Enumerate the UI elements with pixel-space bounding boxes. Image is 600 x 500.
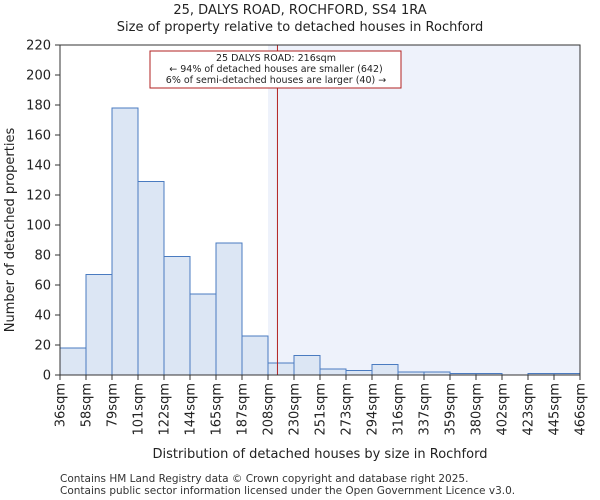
x-tick-label: 402sqm bbox=[496, 383, 511, 436]
x-tick-label: 187sqm bbox=[236, 383, 251, 436]
annotation-line3: 6% of semi-detached houses are larger (4… bbox=[166, 75, 386, 86]
x-tick-label: 359sqm bbox=[444, 383, 459, 436]
x-tick-label: 144sqm bbox=[184, 383, 199, 436]
y-tick-label: 200 bbox=[26, 69, 51, 84]
bar-251sqm bbox=[319, 368, 347, 376]
annotation-line2: ← 94% of detached houses are smaller (64… bbox=[169, 64, 382, 75]
x-tick-label: 273sqm bbox=[340, 383, 355, 436]
x-tick-label: 79sqm bbox=[106, 383, 121, 427]
y-tick-label: 80 bbox=[34, 249, 51, 264]
bar-187sqm bbox=[241, 335, 269, 376]
x-tick-label: 337sqm bbox=[418, 383, 433, 436]
highlight-region bbox=[268, 45, 580, 375]
footer-line2: Contains public sector information licen… bbox=[60, 485, 515, 497]
x-tick-label: 423sqm bbox=[522, 383, 537, 436]
x-axis-label: Distribution of detached houses by size … bbox=[153, 447, 488, 462]
x-tick-label: 165sqm bbox=[210, 383, 225, 436]
x-axis-ticks: 36sqm 58sqm 79sqm 101sqm 122sqm 144sqm 165sqm 1… bbox=[54, 375, 589, 436]
x-tick-label: 466sqm bbox=[574, 383, 589, 436]
y-tick-label: 40 bbox=[34, 309, 51, 324]
y-tick-label: 180 bbox=[26, 99, 51, 114]
bar-79sqm bbox=[111, 107, 139, 376]
bar-273sqm bbox=[345, 370, 373, 376]
y-tick-label: 220 bbox=[26, 39, 51, 54]
bar-group bbox=[59, 107, 581, 376]
bar-144sqm bbox=[189, 293, 217, 376]
annotation-border bbox=[149, 50, 402, 89]
annotation-line1: 25 DALYS ROAD: 216sqm bbox=[216, 53, 336, 64]
y-tick-label: 140 bbox=[26, 159, 51, 174]
footer-line1: Contains HM Land Registry data © Crown c… bbox=[60, 473, 468, 485]
bar-230sqm bbox=[293, 355, 321, 376]
y-axis-label: Number of detached properties bbox=[3, 128, 18, 333]
y-axis-ticks: 0 20 40 60 80 100 120 140 160 180 200 220 bbox=[26, 39, 60, 384]
bar-165sqm bbox=[215, 242, 243, 376]
chart-subtitle: Size of property relative to detached ho… bbox=[117, 20, 483, 35]
x-tick-label: 380sqm bbox=[470, 383, 485, 436]
y-tick-label: 20 bbox=[34, 339, 51, 354]
y-tick-label: 0 bbox=[43, 369, 51, 384]
y-tick-label: 120 bbox=[26, 189, 51, 204]
x-tick-label: 294sqm bbox=[366, 383, 381, 436]
y-tick-label: 160 bbox=[26, 129, 51, 144]
bar-122sqm bbox=[163, 256, 191, 376]
bar-101sqm bbox=[137, 181, 165, 376]
chart-title: 25, DALYS ROAD, ROCHFORD, SS4 1RA bbox=[173, 3, 426, 18]
bar-58sqm bbox=[85, 274, 113, 376]
x-tick-label: 101sqm bbox=[132, 383, 147, 436]
bar-36sqm bbox=[59, 347, 87, 376]
y-tick-label: 100 bbox=[26, 219, 51, 234]
x-tick-label: 36sqm bbox=[54, 383, 69, 427]
x-tick-label: 445sqm bbox=[548, 383, 563, 436]
x-tick-label: 251sqm bbox=[314, 383, 329, 436]
x-tick-label: 122sqm bbox=[158, 383, 173, 436]
y-tick-label: 60 bbox=[34, 279, 51, 294]
bar-294sqm bbox=[371, 364, 399, 376]
x-tick-label: 208sqm bbox=[262, 383, 277, 436]
x-tick-label: 316sqm bbox=[392, 383, 407, 436]
x-tick-label: 230sqm bbox=[288, 383, 303, 436]
x-tick-label: 58sqm bbox=[80, 383, 95, 427]
annotation-box: 25 DALYS ROAD: 216sqm ← 94% of detached … bbox=[149, 50, 402, 89]
bar-208sqm bbox=[267, 362, 295, 376]
